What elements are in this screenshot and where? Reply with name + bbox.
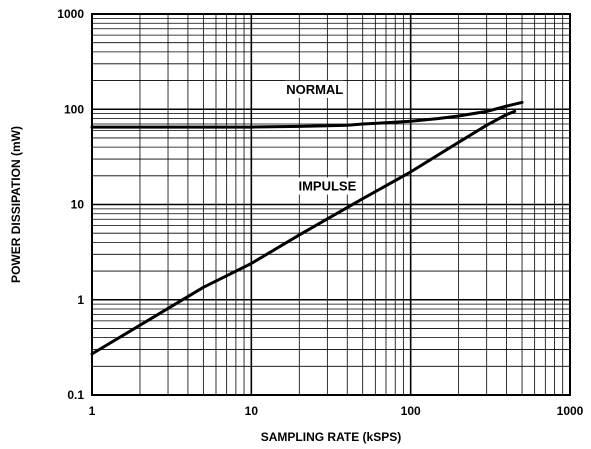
x-tick-label: 1000 bbox=[557, 404, 584, 418]
y-tick-label: 1000 bbox=[57, 7, 84, 21]
y-axis-label: POWER DISSIPATION (mW) bbox=[9, 126, 23, 283]
series-line-normal bbox=[90, 100, 524, 129]
plot-frame bbox=[91, 13, 571, 396]
y-tick-label: 0.1 bbox=[67, 388, 84, 402]
y-tick-label: 1 bbox=[77, 293, 84, 307]
y-tick-labels: 0.1 1 10 100 1000 bbox=[57, 7, 84, 402]
x-tick-label: 1 bbox=[89, 404, 96, 418]
series-label-impulse: IMPULSE bbox=[298, 179, 356, 194]
y-tick-label: 100 bbox=[64, 102, 84, 116]
series-line-impulse bbox=[90, 109, 517, 356]
y-tick-label: 10 bbox=[71, 198, 85, 212]
series-label-background bbox=[293, 177, 362, 195]
series-labels: NORMAL IMPULSE bbox=[285, 80, 362, 195]
series-label-normal: NORMAL bbox=[286, 82, 343, 97]
x-tick-label: 10 bbox=[245, 404, 259, 418]
series-label-background bbox=[285, 80, 345, 98]
series-group bbox=[90, 100, 524, 356]
x-tick-labels: 1 10 100 1000 bbox=[89, 404, 584, 418]
x-axis-label: SAMPLING RATE (kSPS) bbox=[261, 430, 401, 444]
x-tick-label: 100 bbox=[401, 404, 421, 418]
grid bbox=[92, 14, 570, 395]
